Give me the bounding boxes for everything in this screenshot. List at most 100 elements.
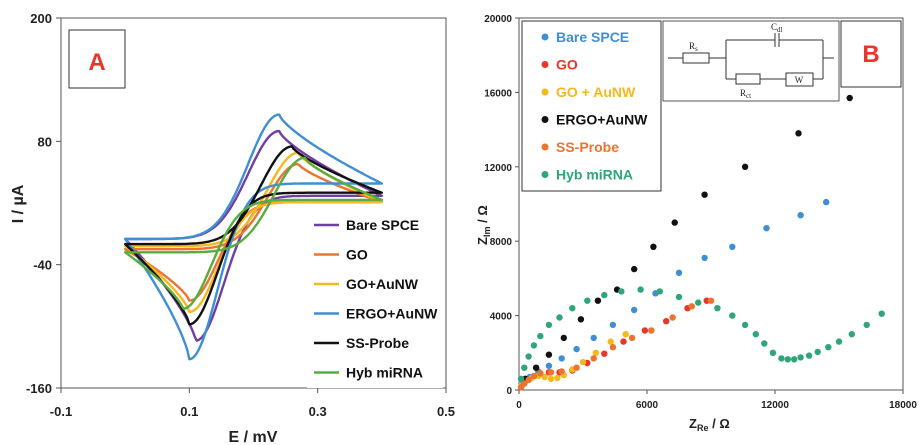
data-point-ss-probe: [537, 370, 544, 377]
panel-b-legend-box: [521, 20, 662, 192]
data-point-ergo-aunw: [846, 94, 853, 102]
panel-a-legend: Bare SPCE GO GO+AuNW ERGO+AuNW SS-Probe Hyb m…: [314, 217, 438, 381]
panel-b-y-tick-label: 20000: [484, 14, 512, 25]
data-point-go-aunw: [622, 331, 629, 338]
data-point-ss-probe: [648, 327, 655, 334]
nyquist-series-ergo-aunw: [522, 94, 853, 382]
data-point-go: [641, 327, 649, 334]
panel-b-y-tick-label: 12000: [484, 163, 512, 174]
data-point-bare-spce: [797, 212, 804, 219]
data-point-bare-spce: [558, 355, 565, 362]
data-point-hyb-mirna: [825, 344, 832, 351]
legend-label-ss-probe: SS-Probe: [346, 335, 409, 351]
panel-a-y-tick-label: 80: [38, 134, 52, 149]
legend-label-go-aunw: GO+AuNW: [346, 276, 419, 292]
data-point-ss-probe: [590, 355, 597, 362]
data-point-hyb-mirna: [741, 321, 749, 329]
resistor-rct-symbol: [735, 73, 761, 85]
cv-curve-hyb-mirna: [124, 156, 383, 310]
data-point-hyb-mirna: [556, 314, 563, 321]
panel-b-x-tick-label: 0: [516, 400, 522, 411]
data-point-go-aunw: [554, 374, 561, 382]
panel-b-x-tick-label: 12000: [761, 400, 789, 411]
data-point-ss-probe: [573, 364, 580, 371]
panel-a-y-tick-label: 200: [30, 11, 52, 26]
data-point-ss-probe: [521, 380, 528, 387]
data-point-hyb-mirna: [537, 332, 544, 340]
data-point-go: [663, 318, 670, 325]
cv-curve-go-aunw: [124, 151, 383, 314]
data-point-hyb-mirna: [797, 354, 804, 361]
legend-marker-ss-probe: [541, 143, 549, 151]
data-point-ss-probe: [669, 314, 676, 321]
data-point-hyb-mirna: [695, 299, 702, 306]
cv-curve-ss-probe: [124, 145, 383, 326]
nyquist-series-ss-probe: [517, 297, 715, 391]
panel-a-curves: [124, 113, 383, 361]
data-point-bare-spce: [590, 334, 597, 342]
label-warburg: W: [795, 75, 804, 85]
panel-b-ticks: [515, 17, 904, 394]
data-point-hyb-mirna: [545, 321, 553, 329]
data-point-hyb-mirna: [878, 310, 885, 317]
data-point-hyb-mirna: [863, 321, 870, 329]
panel-b-y-tick-label: 16000: [484, 88, 512, 99]
data-point-hyb-mirna: [530, 342, 538, 349]
data-point-ergo-aunw: [577, 316, 585, 323]
data-point-hyb-mirna: [521, 364, 528, 371]
panel-a-x-tick-label: 0.3: [309, 404, 327, 419]
panel-b-y-tick-label: 4000: [490, 312, 513, 323]
data-point-hyb-mirna: [769, 349, 777, 356]
data-point-bare-spce: [729, 243, 736, 250]
panel-a-y-tick-label: -160: [26, 381, 52, 396]
data-point-hyb-mirna: [778, 355, 785, 362]
data-point-ergo-aunw: [594, 297, 602, 304]
data-point-ss-probe: [525, 376, 532, 383]
data-point-hyb-mirna: [517, 375, 525, 382]
data-point-go-aunw: [547, 375, 555, 382]
data-point-hyb-mirna: [525, 353, 532, 360]
data-point-bare-spce: [823, 198, 830, 206]
panel-a-tag: A: [88, 49, 105, 76]
equivalent-circuit-inset: Rs Cdl Rct W: [662, 20, 840, 102]
legend-marker-hyb-mirna: [541, 171, 549, 178]
data-point-bare-spce: [763, 225, 770, 232]
legend-label-hyb-mirna: Hyb miRNA: [346, 365, 423, 381]
panel-a-tag-box: [68, 29, 126, 89]
data-point-ss-probe: [558, 368, 565, 375]
panel-b-tag-box: [840, 20, 902, 88]
panel-b-tick-labels: 0 6000 12000 18000 0 4000 8000 12000 16000 20000: [484, 14, 917, 411]
panel-b-x-tick-label: 6000: [636, 400, 659, 411]
legend-label-go: GO: [556, 57, 578, 73]
resistor-rs-symbol: [682, 52, 710, 64]
data-point-ss-probe: [628, 334, 636, 342]
legend-label-bare-spce: Bare SPCE: [556, 29, 629, 45]
cv-curve-ergo-aunw: [124, 113, 383, 361]
nyquist-series-go-aunw: [517, 331, 629, 390]
legend-label-ss-probe: SS-Probe: [556, 139, 619, 155]
legend-label-bare-spce: Bare SPCE: [346, 217, 419, 233]
data-point-ergo-aunw: [560, 334, 567, 342]
panel-b-plot-frame: [518, 17, 904, 391]
data-point-ergo-aunw: [532, 364, 540, 371]
data-point-go-aunw: [579, 358, 587, 366]
legend-marker-ergo-aunw: [541, 116, 549, 123]
data-point-bare-spce: [675, 269, 683, 276]
data-point-hyb-mirna: [569, 305, 576, 312]
data-point-bare-spce: [609, 321, 617, 329]
data-point-ergo-aunw: [795, 130, 802, 137]
panel-b-y-axis-label: ZIm / Ω: [475, 205, 492, 245]
data-point-ergo-aunw: [671, 219, 678, 226]
data-point-hyb-mirna: [814, 348, 821, 356]
panel-a-tick-labels: -0.1 0.1 0.3 0.5 -160 -40 80 200: [26, 11, 455, 419]
data-point-ss-probe: [707, 297, 715, 304]
panel-b-tag: B: [862, 41, 879, 68]
legend-marker-bare-spce: [541, 33, 549, 41]
data-point-ergo-aunw: [650, 243, 657, 250]
data-point-hyb-mirna: [848, 331, 855, 338]
data-point-go-aunw: [592, 349, 599, 356]
label-rct: Rct: [740, 88, 751, 100]
data-point-ss-probe: [688, 303, 695, 310]
data-point-hyb-mirna: [791, 356, 798, 363]
